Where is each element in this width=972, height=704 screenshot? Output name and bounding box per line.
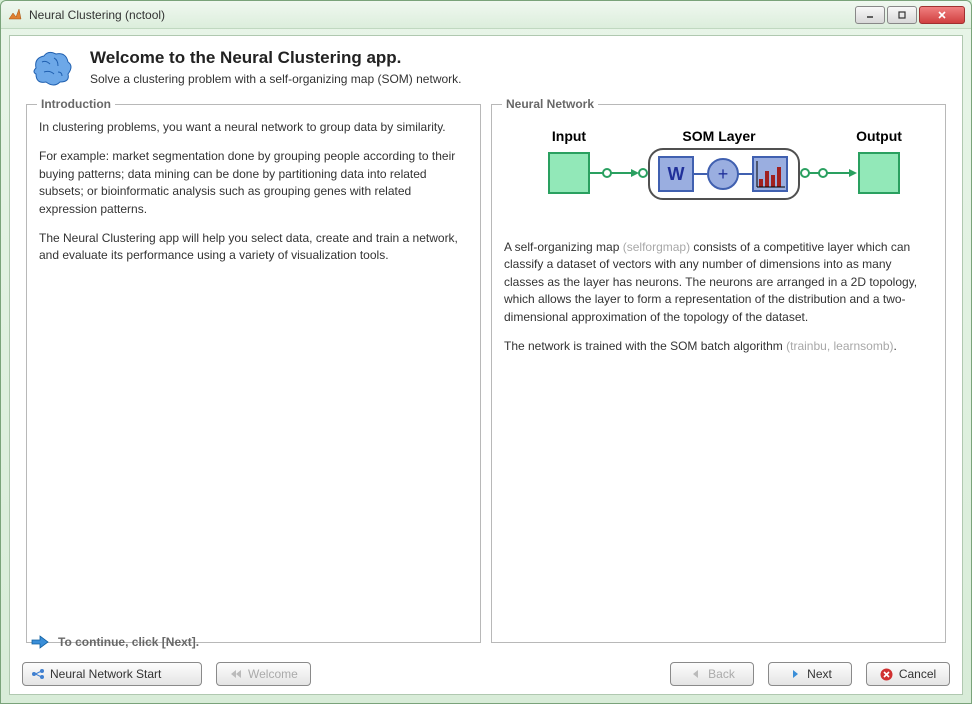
panels-row: Introduction In clustering problems, you… [10, 98, 962, 643]
close-button[interactable] [919, 6, 965, 24]
arrow-right-icon [30, 634, 50, 650]
welcome-label: Welcome [248, 667, 298, 681]
back-button[interactable]: Back [670, 662, 754, 686]
cancel-label: Cancel [899, 667, 936, 681]
diagram-plus-label: + [717, 164, 728, 184]
diagram-layer-label: SOM Layer [682, 128, 756, 144]
matlab-icon [7, 7, 23, 23]
diagram-w-label: W [667, 164, 684, 184]
rewind-icon [229, 667, 243, 681]
introduction-panel-title: Introduction [37, 97, 115, 111]
diagram-input-block [549, 153, 589, 193]
intro-paragraph-2: For example: market segmentation done by… [39, 148, 468, 218]
minimize-button[interactable] [855, 6, 885, 24]
network-icon [31, 667, 45, 681]
window-controls [853, 6, 965, 24]
diagram-transfer-block [753, 157, 787, 191]
maximize-button[interactable] [887, 6, 917, 24]
neural-network-panel: Neural Network Input SOM Layer Output [491, 104, 946, 643]
som-diagram: Input SOM Layer Output W [509, 125, 929, 221]
neural-network-panel-title: Neural Network [502, 97, 598, 111]
intro-paragraph-1: In clustering problems, you want a neura… [39, 119, 468, 136]
diagram-output-block [859, 153, 899, 193]
content-area: Welcome to the Neural Clustering app. So… [9, 35, 963, 695]
cancel-button[interactable]: Cancel [866, 662, 950, 686]
nn-description-1: A self-organizing map (selforgmap) consi… [504, 239, 933, 326]
next-label: Next [807, 667, 832, 681]
intro-paragraph-3: The Neural Clustering app will help you … [39, 230, 468, 265]
welcome-button[interactable]: Welcome [216, 662, 311, 686]
page-subtitle: Solve a clustering problem with a self-o… [90, 72, 461, 86]
hint-row: To continue, click [Next]. [30, 634, 199, 650]
brain-icon [28, 48, 76, 88]
cancel-icon [880, 667, 894, 681]
header-text: Welcome to the Neural Clustering app. So… [90, 48, 461, 86]
next-button[interactable]: Next [768, 662, 852, 686]
back-arrow-icon [689, 667, 703, 681]
app-window: Neural Clustering (nctool) Welcome to th… [0, 0, 972, 704]
hint-text: To continue, click [Next]. [58, 635, 199, 649]
page-title: Welcome to the Neural Clustering app. [90, 48, 461, 68]
diagram-output-label: Output [856, 128, 902, 144]
introduction-panel: Introduction In clustering problems, you… [26, 104, 481, 643]
diagram-input-label: Input [551, 128, 586, 144]
neural-network-start-button[interactable]: Neural Network Start [22, 662, 202, 686]
window-title: Neural Clustering (nctool) [29, 8, 853, 22]
back-label: Back [708, 667, 735, 681]
nn-description-2: The network is trained with the SOM batc… [504, 338, 933, 355]
neural-network-start-label: Neural Network Start [50, 667, 161, 681]
header: Welcome to the Neural Clustering app. So… [10, 36, 962, 98]
next-arrow-icon [788, 667, 802, 681]
titlebar: Neural Clustering (nctool) [1, 1, 971, 29]
button-bar: Neural Network Start Welcome Back Next [22, 662, 950, 686]
